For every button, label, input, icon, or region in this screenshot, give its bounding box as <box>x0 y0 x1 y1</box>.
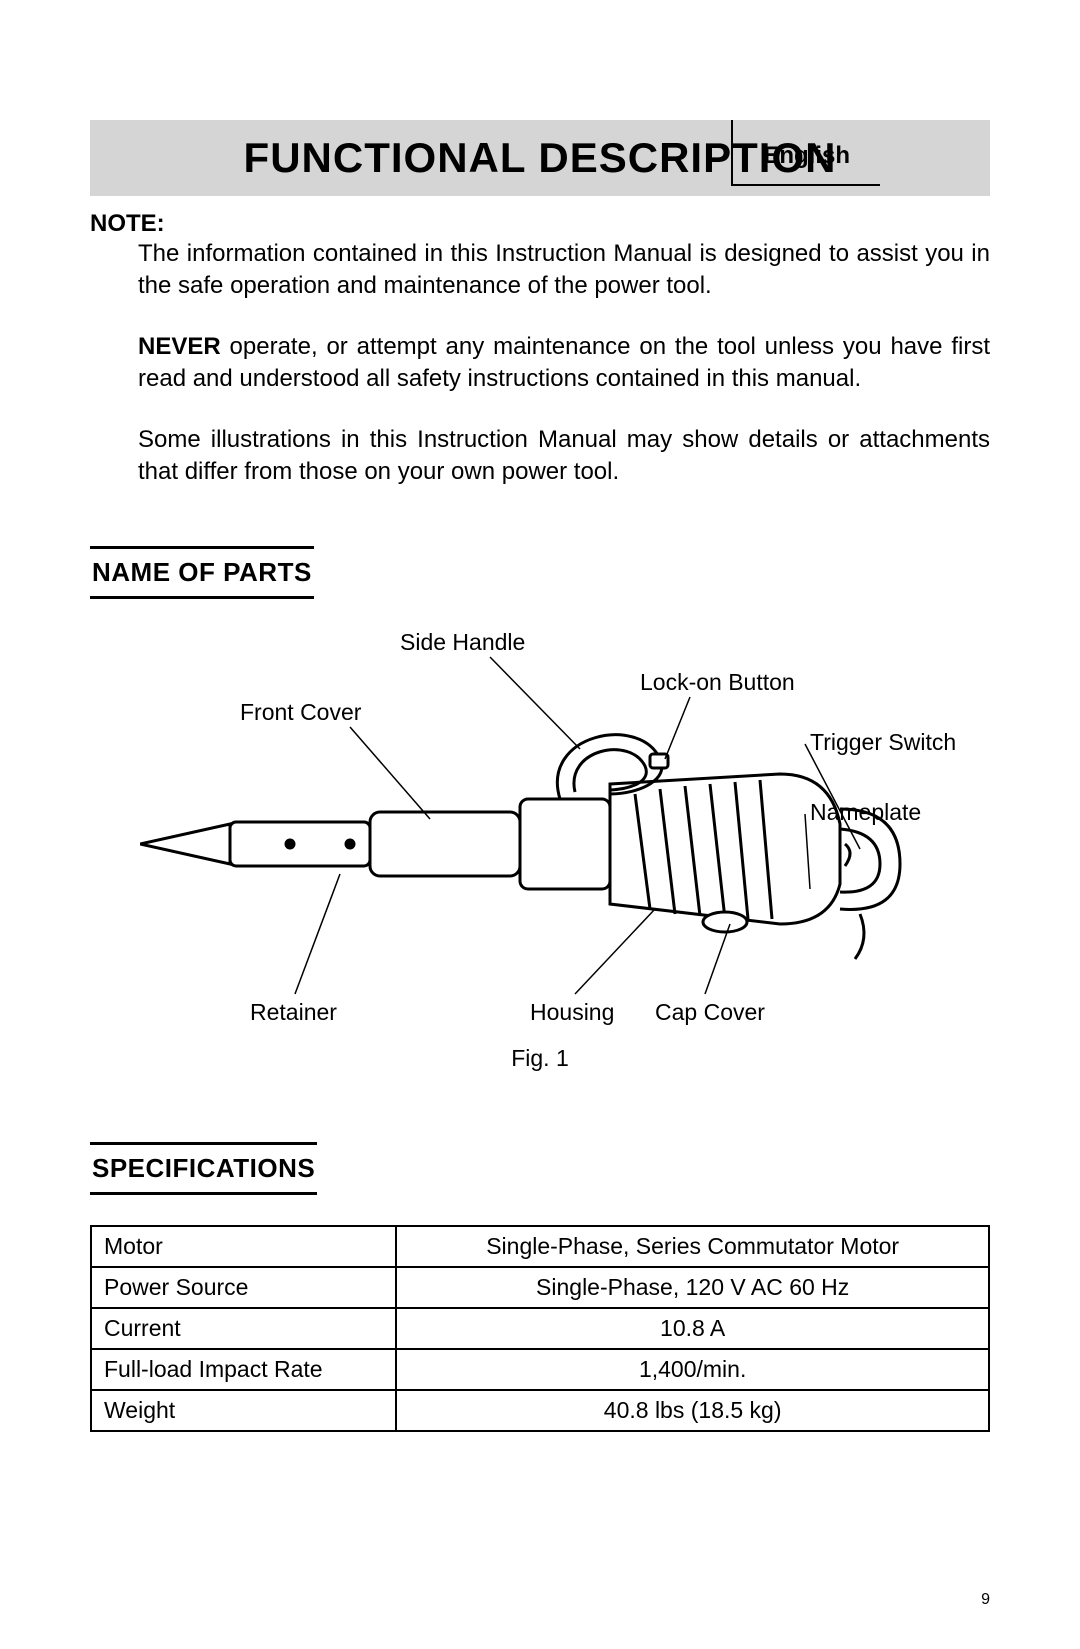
figure-caption: Fig. 1 <box>90 1045 990 1072</box>
spec-value: 10.8 A <box>396 1308 989 1349</box>
figure-area: Side Handle Lock-on Button Front Cover T… <box>90 619 990 1039</box>
note-para-2: NEVER operate, or attempt any maintenanc… <box>138 331 990 396</box>
note-para-3: Some illustrations in this Instruction M… <box>138 424 990 489</box>
note-label: NOTE: <box>90 210 990 238</box>
table-row: Power SourceSingle-Phase, 120 V AC 60 Hz <box>91 1267 989 1308</box>
spec-value: Single-Phase, Series Commutator Motor <box>396 1226 989 1267</box>
spec-value: Single-Phase, 120 V AC 60 Hz <box>396 1267 989 1308</box>
spec-label: Weight <box>91 1390 396 1431</box>
table-row: Weight40.8 lbs (18.5 kg) <box>91 1390 989 1431</box>
spec-value: 40.8 lbs (18.5 kg) <box>396 1390 989 1431</box>
spec-label: Full-load Impact Rate <box>91 1349 396 1390</box>
table-row: Current10.8 A <box>91 1308 989 1349</box>
spec-label: Motor <box>91 1226 396 1267</box>
page-number: 9 <box>981 1591 990 1609</box>
spec-label: Power Source <box>91 1267 396 1308</box>
section-head-specs: SPECIFICATIONS <box>90 1142 317 1195</box>
note-block: NOTE: The information contained in this … <box>90 210 990 488</box>
table-row: MotorSingle-Phase, Series Commutator Mot… <box>91 1226 989 1267</box>
section-head-parts: NAME OF PARTS <box>90 546 314 599</box>
language-tab: English <box>731 120 880 186</box>
spec-table: MotorSingle-Phase, Series Commutator Mot… <box>90 1225 990 1432</box>
table-row: Full-load Impact Rate1,400/min. <box>91 1349 989 1390</box>
spec-value: 1,400/min. <box>396 1349 989 1390</box>
note-para-2-rest: operate, or attempt any maintenance on t… <box>138 333 990 392</box>
spec-label: Current <box>91 1308 396 1349</box>
note-para-1: The information contained in this Instru… <box>138 238 990 303</box>
never-word: NEVER <box>138 333 221 360</box>
